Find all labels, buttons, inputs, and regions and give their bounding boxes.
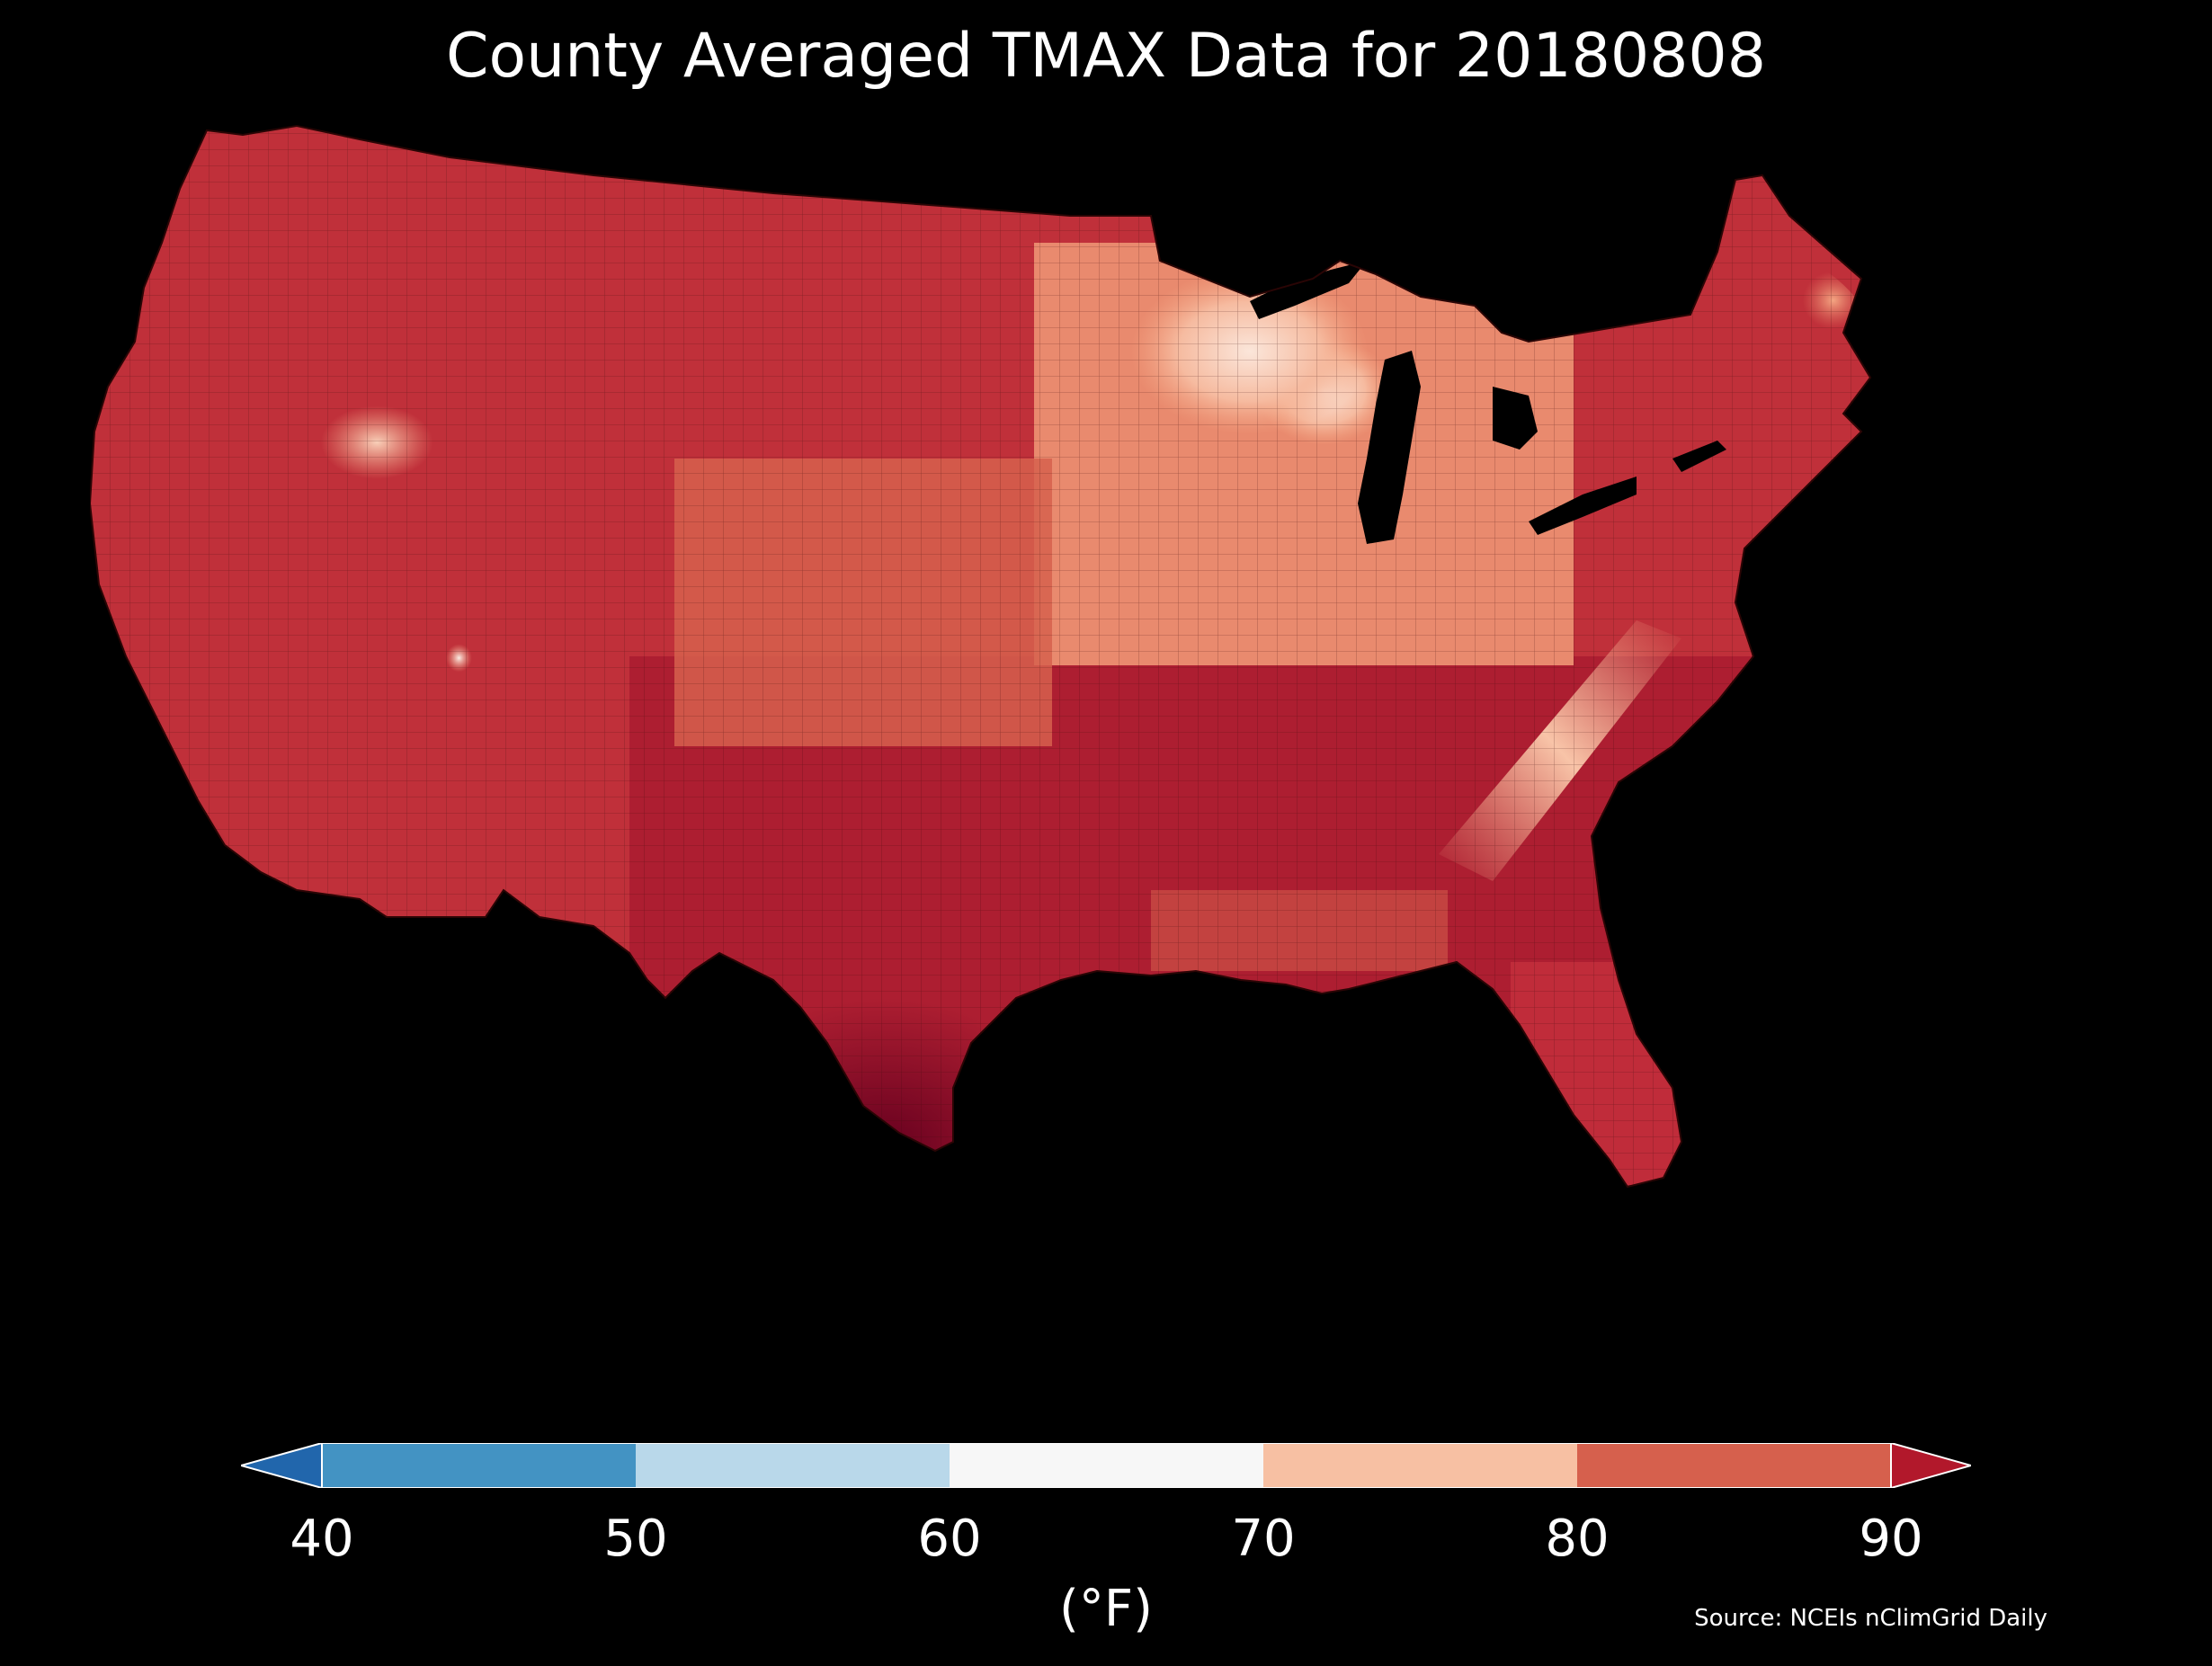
- colorbar-bin-40-50: [322, 1443, 636, 1488]
- colorbar-units-label: (°F): [1059, 1580, 1153, 1638]
- colorbar-svg: [241, 1443, 1971, 1488]
- colorbar-tick-80: 80: [1545, 1510, 1610, 1568]
- map-title: County Averaged TMAX Data for 20180808: [446, 21, 1766, 92]
- map-svg: [90, 124, 1872, 1189]
- colorbar-tick-40: 40: [290, 1510, 354, 1568]
- colorbar-tick-90: 90: [1859, 1510, 1923, 1568]
- temperature-field: [90, 126, 1870, 1187]
- conus-county-map: [90, 117, 2122, 1412]
- colorbar-bin-50-60: [636, 1443, 950, 1488]
- colorbar-over-triangle: [1890, 1443, 1971, 1488]
- colorbar-bin-80-90: [1577, 1443, 1891, 1488]
- source-credit: Source: NCEIs nClimGrid Daily: [1694, 1605, 2047, 1632]
- colorbar-bin-60-70: [950, 1443, 1263, 1488]
- great-lakes: [1250, 261, 1726, 544]
- colorbar-tick-70: 70: [1231, 1510, 1296, 1568]
- conus-outline: [90, 124, 1872, 1189]
- colorbar: [241, 1443, 1971, 1488]
- colorbar-tick-60: 60: [917, 1510, 982, 1568]
- colorbar-frame: [321, 1443, 1892, 1488]
- colorbar-under-triangle: [241, 1443, 323, 1488]
- colorbar-bin-70-80: [1263, 1443, 1577, 1488]
- colorbar-tick-50: 50: [603, 1510, 668, 1568]
